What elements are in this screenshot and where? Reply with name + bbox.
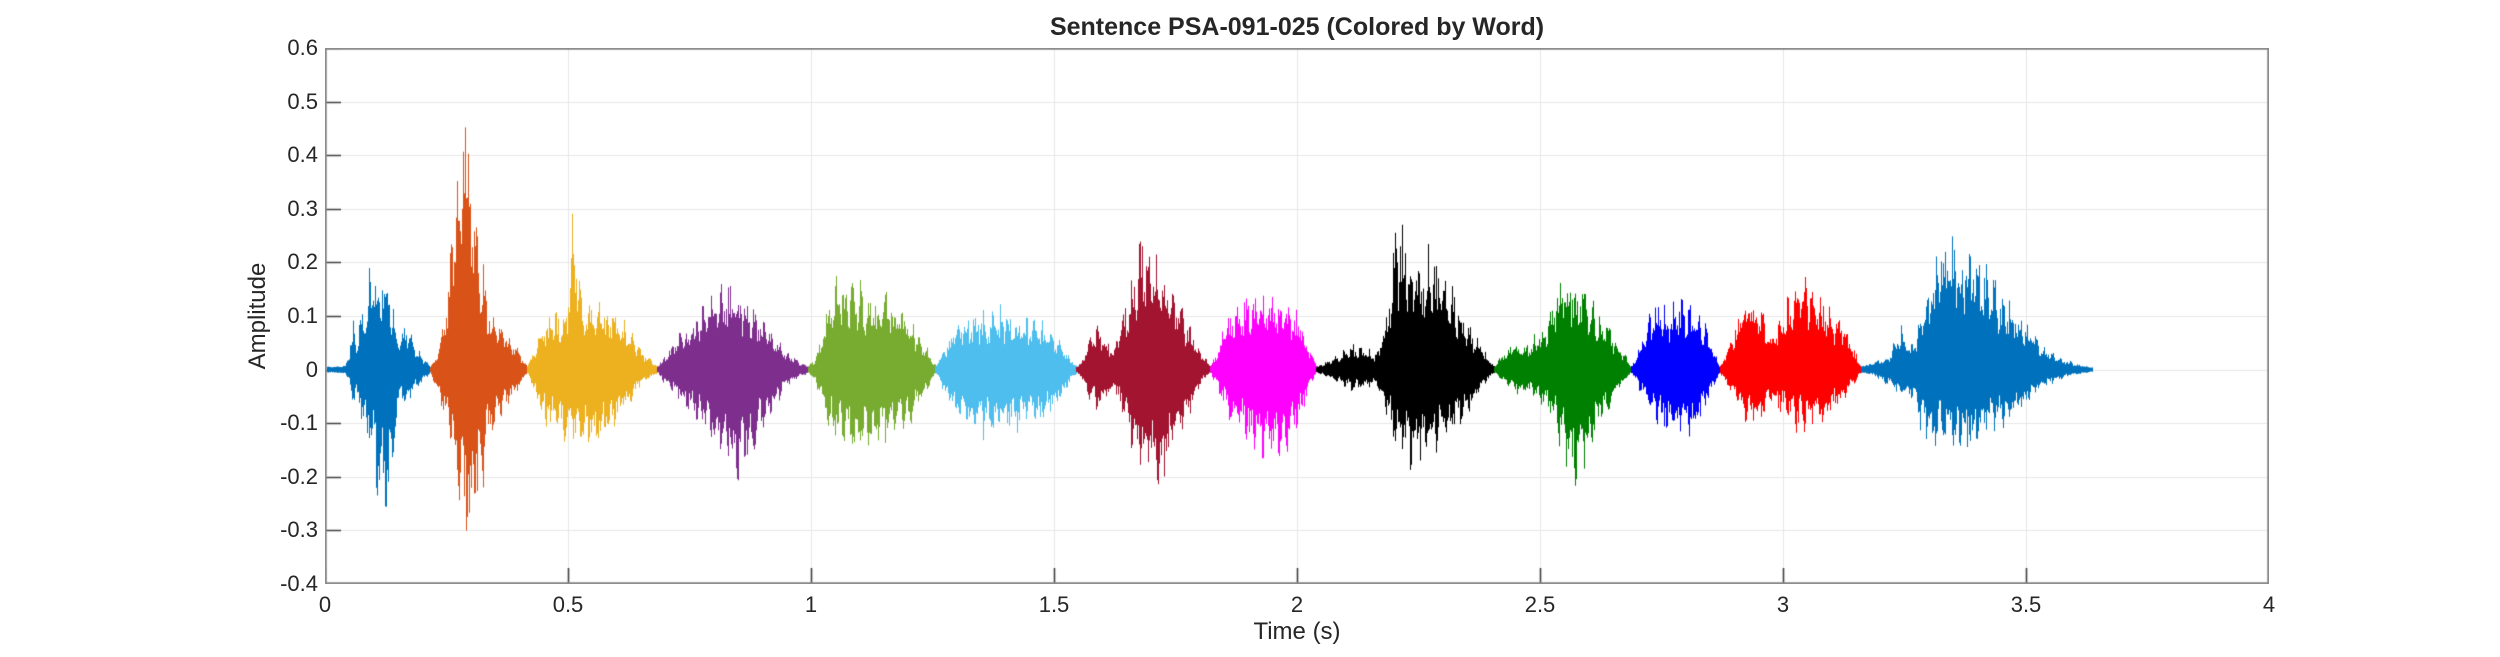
x-tick-label: 3.5 [2010,592,2042,617]
y-tick-label: 0.3 [287,195,318,221]
y-tick-label: 0.2 [287,249,318,275]
x-axis-label: Time (s) [1253,618,1341,645]
x-tick-label: 0.5 [552,592,584,617]
y-tick-label: 0.1 [287,303,318,328]
y-tick-label: -0.3 [280,517,318,543]
x-tick-label: 1 [804,592,818,617]
x-tick-label: 2 [1290,592,1304,617]
y-tick-label: -0.1 [280,410,318,436]
waveform-canvas [325,48,2269,584]
y-tick-label: 0.6 [287,35,318,60]
y-tick-label: 0 [305,356,318,382]
y-tick-label: 0.5 [287,88,318,114]
y-tick-label: 0.4 [287,142,318,168]
x-tick-label: 2.5 [1524,592,1556,617]
x-tick-label: 3 [1776,592,1790,617]
x-tick-label: 4 [2262,592,2276,617]
y-tick-label: -0.2 [280,463,318,489]
chart-title: Sentence PSA-091-025 (Colored by Word) [1049,13,1545,41]
x-tick-label: 1.5 [1038,592,1070,617]
y-axis-ticks: 0.6 0.5 0.4 0.3 0.2 0.1 0 -0.1 -0.2 -0.3 -0.4 [0,0,318,657]
x-tick-label: 0 [318,592,332,617]
y-tick-label: -0.4 [280,571,318,596]
